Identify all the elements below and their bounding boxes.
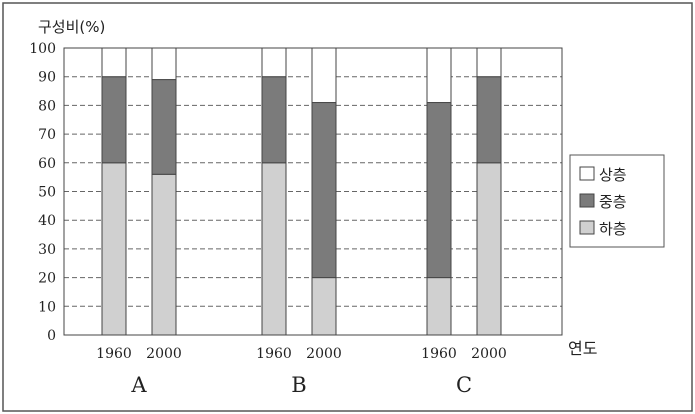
- bar-segment-upper: [151, 47, 177, 81]
- legend-swatch: [579, 166, 595, 181]
- bar-segment-middle: [311, 102, 337, 279]
- group-label: A: [130, 373, 147, 397]
- bar-segment-upper: [426, 47, 452, 104]
- bar-segment-middle: [476, 76, 502, 164]
- y-tick-label: 70: [38, 127, 56, 143]
- bar-segment-middle: [426, 102, 452, 279]
- group-label: C: [456, 373, 472, 397]
- y-tick-label: 40: [38, 213, 56, 229]
- x-tick-label: 1960: [96, 346, 132, 362]
- y-tick-label: 60: [38, 156, 56, 172]
- group-label: B: [291, 373, 306, 397]
- x-tick-label: 2000: [306, 346, 342, 362]
- group-labels: A B C: [130, 373, 472, 397]
- legend-swatch: [579, 220, 595, 235]
- legend-label: 상층: [599, 166, 627, 184]
- bar-segment-lower: [151, 173, 177, 336]
- legend-swatch: [579, 193, 595, 208]
- y-tick-label: 90: [38, 70, 56, 86]
- legend-label: 중층: [599, 193, 627, 211]
- x-tick-label: 1960: [256, 346, 292, 362]
- bar-segment-upper: [311, 47, 337, 104]
- legend-label: 하층: [599, 220, 627, 238]
- y-tick-label: 30: [38, 242, 56, 258]
- bar-segment-lower: [101, 162, 127, 336]
- bar-segment-middle: [101, 76, 127, 164]
- x-tick-label: 2000: [471, 346, 507, 362]
- y-tick-label: 20: [38, 271, 56, 287]
- bar-segment-middle: [261, 76, 287, 164]
- x-tick-label: 1960: [421, 346, 457, 362]
- y-tick-labels: 0 10 20 30 40 50 60 70 80 90 100: [29, 41, 56, 344]
- bar-segment-lower: [261, 162, 287, 336]
- x-axis-label: 연도: [568, 339, 597, 358]
- y-tick-label: 100: [29, 41, 56, 57]
- bar-segment-lower: [311, 277, 337, 336]
- bar-segment-upper: [101, 47, 127, 78]
- x-tick-labels: 1960 2000 1960 2000 1960 2000: [96, 346, 507, 362]
- y-tick-label: 50: [38, 185, 56, 201]
- y-tick-label: 80: [38, 98, 56, 114]
- bar-segment-upper: [476, 47, 502, 78]
- bar-segment-middle: [151, 79, 177, 175]
- x-tick-label: 2000: [146, 346, 182, 362]
- y-axis-label: 구성비(%): [38, 18, 105, 36]
- plot-area-frame: [63, 47, 563, 336]
- bar-segment-lower: [476, 162, 502, 336]
- bar-segment-lower: [426, 277, 452, 336]
- y-tick-label: 10: [38, 299, 56, 315]
- y-tick-label: 0: [47, 328, 56, 344]
- bar-segment-upper: [261, 47, 287, 78]
